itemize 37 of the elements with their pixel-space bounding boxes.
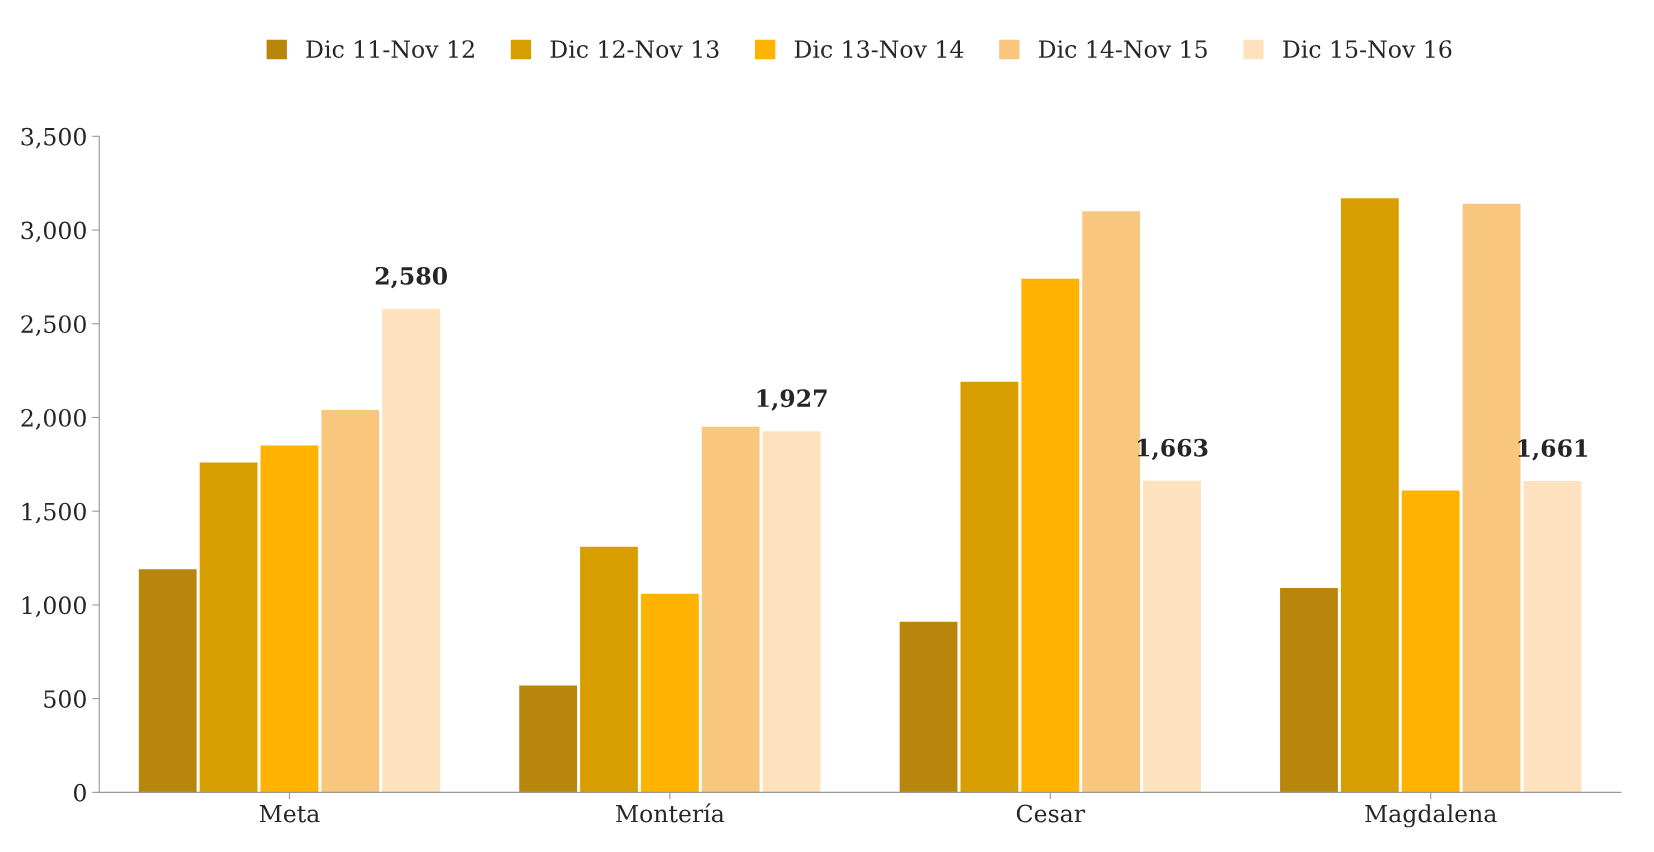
- x-tick-label: Cesar: [1016, 804, 1086, 823]
- data-label: 1,927: [757, 389, 827, 411]
- y-tick-label: 500: [44, 690, 86, 708]
- legend-label: Dic 15-Nov 16: [1283, 40, 1452, 59]
- y-tick-label: 1,500: [22, 502, 86, 524]
- bar: [260, 445, 319, 793]
- y-tick-label: 3,000: [21, 221, 86, 243]
- bar: [1401, 490, 1460, 793]
- bar: [138, 569, 197, 793]
- x-tick-label: Magdalena: [1365, 804, 1497, 828]
- y-tick-label: 0: [73, 783, 86, 802]
- bar: [519, 685, 578, 793]
- legend-label: Dic 13-Nov 14: [794, 40, 964, 59]
- bar: [1340, 198, 1399, 793]
- bar: [321, 409, 380, 793]
- legend-label: Dic 14-Nov 15: [1038, 40, 1207, 59]
- bar: [701, 426, 760, 793]
- x-tick-label: Montería: [616, 803, 725, 823]
- y-tick-label: 1,000: [22, 596, 86, 618]
- bar: [1280, 588, 1338, 793]
- legend-label: Dic 11-Nov 12: [306, 40, 474, 59]
- y-tick-label: 2,500: [21, 315, 86, 336]
- bar: [199, 462, 258, 793]
- bar: [762, 431, 821, 793]
- bar: [382, 308, 441, 793]
- x-tick-label: Meta: [259, 804, 320, 823]
- bar: [640, 593, 699, 793]
- bar: [899, 621, 958, 793]
- bar: [1021, 278, 1080, 793]
- bar: [1143, 480, 1201, 793]
- bar: [960, 381, 1019, 793]
- legend-label: Dic 12-Nov 13: [550, 40, 719, 59]
- y-tick-label: 2,000: [21, 408, 86, 430]
- data-label: 2,580: [375, 266, 448, 289]
- bar: [580, 546, 638, 793]
- y-tick-label: 3,500: [21, 127, 86, 149]
- bar: [1523, 481, 1582, 793]
